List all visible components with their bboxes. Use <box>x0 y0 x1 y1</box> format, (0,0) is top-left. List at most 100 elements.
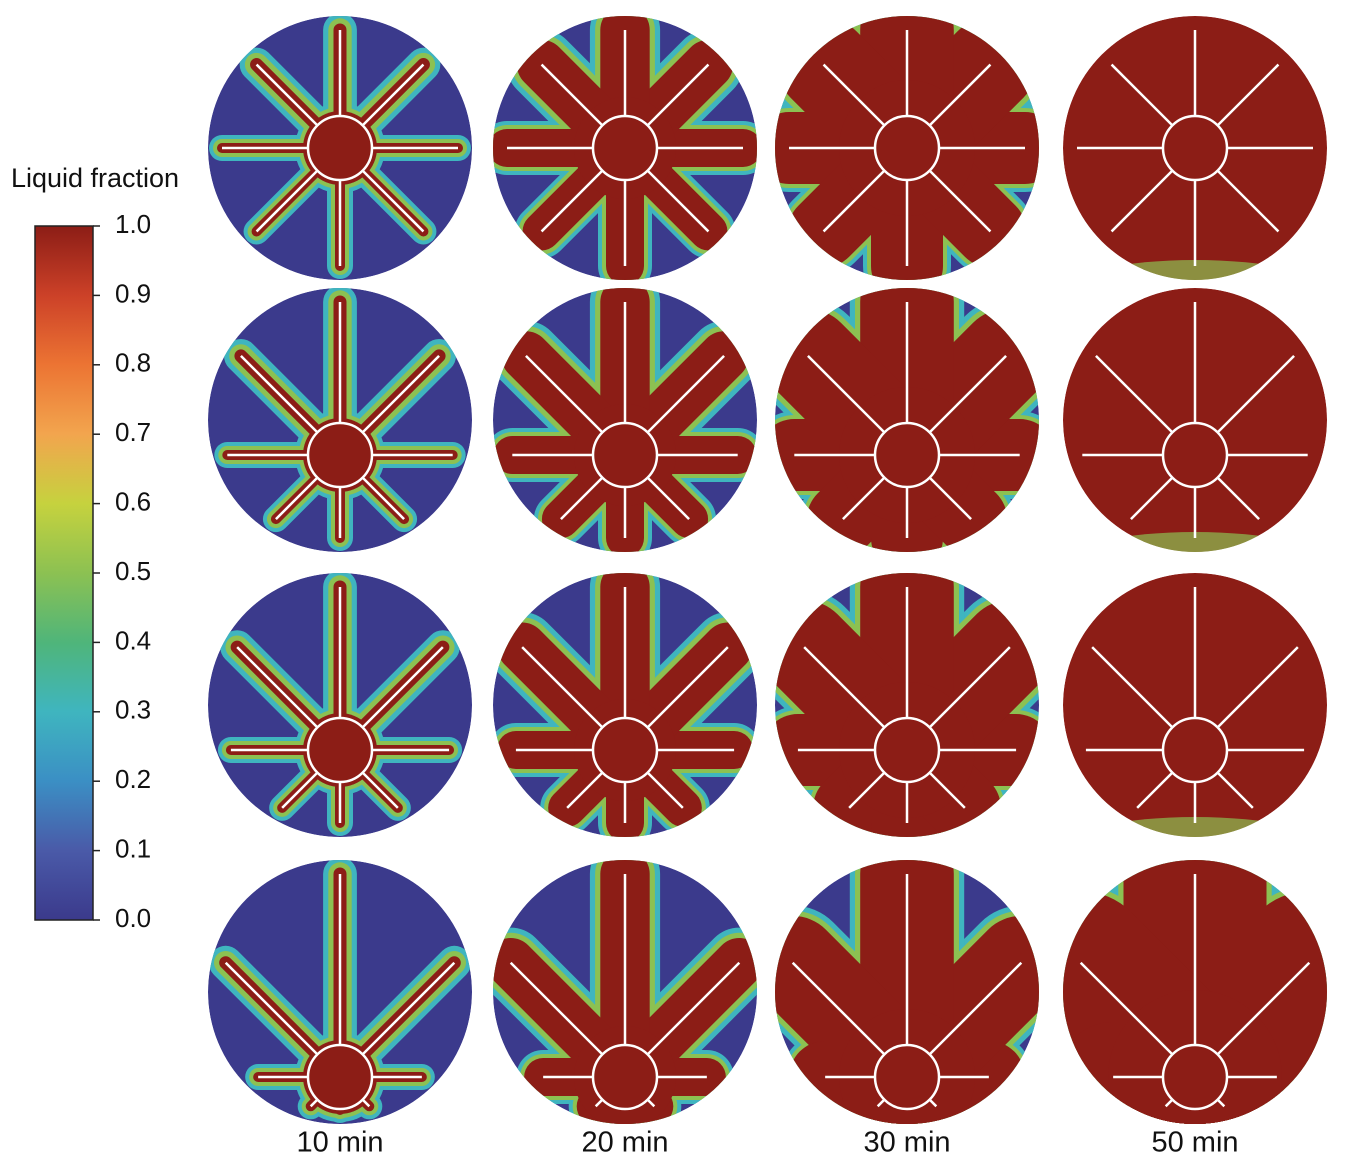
tick-label: 0.7 <box>115 417 151 447</box>
colorbar-title: Liquid fraction <box>11 163 179 193</box>
hub <box>873 114 941 182</box>
panel <box>493 16 757 280</box>
panel <box>208 16 472 280</box>
hub <box>1161 114 1229 182</box>
fin <box>255 63 319 127</box>
fin <box>1216 961 1311 1056</box>
fin <box>842 476 886 520</box>
fin <box>521 646 604 729</box>
fin <box>1216 476 1260 520</box>
fin <box>281 771 319 809</box>
hub <box>1161 421 1229 489</box>
hub <box>591 716 659 784</box>
panel-content <box>493 860 757 1124</box>
panel <box>1063 16 1327 280</box>
fin <box>928 476 972 520</box>
fin <box>848 771 886 809</box>
fin <box>594 1098 604 1108</box>
fin <box>928 355 1007 434</box>
column-label: 20 min <box>581 1127 668 1158</box>
hub <box>873 1043 941 1111</box>
fin <box>566 771 604 809</box>
panel-content <box>775 288 1039 552</box>
fin <box>928 1098 938 1108</box>
tick-label: 0.9 <box>115 278 151 308</box>
fin <box>361 476 405 520</box>
fin <box>646 771 684 809</box>
hub <box>873 716 941 784</box>
fin <box>1216 646 1299 729</box>
panel <box>208 288 472 552</box>
fin <box>1091 646 1174 729</box>
panel-content <box>775 573 1039 837</box>
fin <box>822 63 886 127</box>
panel <box>775 860 1039 1124</box>
hub <box>591 114 659 182</box>
fin <box>1216 63 1280 127</box>
tick-label: 1.0 <box>115 209 151 239</box>
fin <box>807 355 886 434</box>
panel <box>493 288 757 552</box>
fin <box>1164 1098 1174 1108</box>
hub <box>306 114 374 182</box>
column-label: 30 min <box>863 1127 950 1158</box>
fin <box>240 355 319 434</box>
fin <box>1110 169 1174 233</box>
tick-label: 0.1 <box>115 833 151 863</box>
panel <box>775 16 1039 280</box>
tick-label: 0.6 <box>115 486 151 516</box>
fin <box>1216 169 1280 233</box>
panel <box>775 573 1039 837</box>
fin <box>1079 961 1174 1056</box>
fin <box>361 63 425 127</box>
fin <box>646 355 725 434</box>
fin <box>646 646 729 729</box>
fin <box>540 169 604 233</box>
hub <box>306 421 374 489</box>
hub <box>1161 716 1229 784</box>
tick-label: 0.8 <box>115 348 151 378</box>
fin <box>803 646 886 729</box>
panel-content <box>1063 16 1327 280</box>
panel-content <box>208 288 472 552</box>
fin <box>1110 63 1174 127</box>
fin <box>928 771 966 809</box>
fin <box>309 1098 319 1108</box>
fin <box>1216 1098 1226 1108</box>
fin <box>646 961 741 1056</box>
fin <box>361 1098 371 1108</box>
tick-label: 0.2 <box>115 764 151 794</box>
tick-label: 0.4 <box>115 625 151 655</box>
fin <box>822 169 886 233</box>
panel-content <box>493 573 757 837</box>
fin <box>1130 476 1174 520</box>
fin <box>928 63 992 127</box>
panel-content <box>1063 860 1327 1124</box>
fin <box>646 63 710 127</box>
panel <box>775 288 1039 552</box>
fin <box>646 1098 656 1108</box>
fin <box>361 355 440 434</box>
panel <box>1063 573 1327 837</box>
panel-content <box>1063 288 1327 552</box>
panel-content <box>208 16 472 280</box>
fin <box>928 961 1023 1056</box>
panel-content <box>208 860 472 1124</box>
fin <box>509 961 604 1056</box>
panel <box>1063 860 1327 1124</box>
fin <box>1095 355 1174 434</box>
panel-content <box>208 573 472 837</box>
fin <box>540 63 604 127</box>
column-label: 50 min <box>1151 1127 1238 1158</box>
panel <box>493 573 757 837</box>
panel-content <box>775 860 1039 1124</box>
fin <box>224 961 319 1056</box>
fin <box>1136 771 1174 809</box>
panel-content <box>493 288 757 552</box>
hub <box>591 421 659 489</box>
tick-label: 0.0 <box>115 903 151 933</box>
tick-label: 0.3 <box>115 695 151 725</box>
column-label: 10 min <box>296 1127 383 1158</box>
fin <box>646 169 710 233</box>
